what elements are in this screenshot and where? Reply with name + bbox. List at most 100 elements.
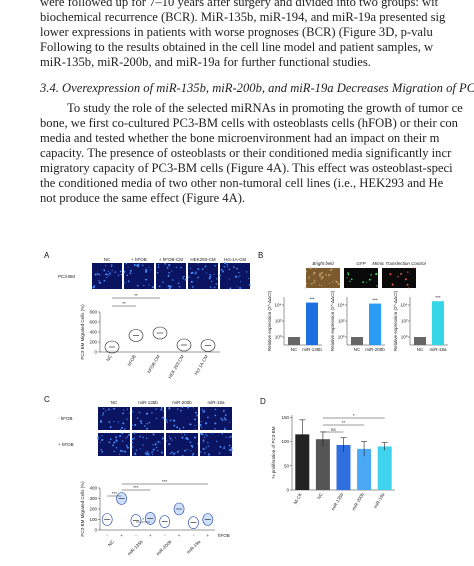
cell <box>99 420 103 423</box>
cell <box>407 271 409 273</box>
cell <box>188 276 190 278</box>
cell <box>228 268 231 271</box>
cell <box>321 284 323 286</box>
x-tick-label: miR-19a <box>373 492 386 510</box>
cell <box>103 269 106 272</box>
cell <box>201 426 203 428</box>
cell <box>131 441 134 444</box>
cell <box>327 274 330 277</box>
cell <box>144 452 147 455</box>
cell <box>119 270 122 273</box>
cell <box>191 454 194 456</box>
violin <box>104 340 120 354</box>
cell <box>184 275 186 277</box>
cell <box>126 274 129 277</box>
cell <box>318 284 321 286</box>
cell <box>194 272 196 274</box>
cell <box>158 285 161 288</box>
cell <box>320 272 323 274</box>
cell <box>146 437 148 439</box>
significance: ** <box>134 293 138 298</box>
cell <box>404 279 406 281</box>
violin <box>101 513 113 526</box>
cell <box>147 412 149 414</box>
cell <box>156 446 158 449</box>
cell <box>114 271 116 273</box>
y-tick-label: 10² <box>401 319 408 324</box>
cell <box>376 285 378 287</box>
cell <box>140 422 143 425</box>
cell <box>113 420 115 423</box>
cell <box>151 412 153 414</box>
cell <box>246 271 248 273</box>
cell <box>147 452 150 455</box>
cell <box>117 421 119 423</box>
cell <box>108 421 111 423</box>
cell <box>136 284 139 287</box>
violin <box>200 339 216 352</box>
cell <box>228 448 231 452</box>
cell <box>202 440 205 442</box>
cell <box>168 407 171 410</box>
cell <box>201 408 204 411</box>
micrograph <box>124 263 154 289</box>
cell <box>110 265 113 268</box>
cell <box>107 270 110 273</box>
cell <box>126 444 128 447</box>
cell <box>201 433 204 436</box>
cell <box>370 274 372 276</box>
cell <box>335 280 338 283</box>
cell <box>218 452 221 454</box>
text-line: miR-135b, miR-200b, and miR-19a for furt… <box>40 55 371 69</box>
cell <box>166 421 169 423</box>
cell <box>109 426 112 429</box>
cell <box>214 422 217 425</box>
significance: ** <box>342 420 346 425</box>
cell <box>117 274 120 276</box>
x-tick-label: miR-135b <box>302 347 322 352</box>
cell <box>129 272 132 275</box>
cell <box>120 429 122 431</box>
cell <box>222 270 224 273</box>
cell <box>347 272 349 274</box>
cell <box>173 424 176 427</box>
cell <box>305 270 308 273</box>
cell <box>305 282 308 285</box>
cell <box>99 281 102 284</box>
cell <box>148 266 150 268</box>
y-axis-label: Relative expression (2^-ΔΔCt) <box>393 290 398 351</box>
cell <box>129 269 132 272</box>
factor-sign: - <box>164 533 166 538</box>
cell <box>147 455 149 457</box>
cell <box>177 282 180 285</box>
cell <box>131 424 134 426</box>
cell <box>308 276 310 278</box>
micrograph <box>98 407 130 430</box>
y-tick-label: 400 <box>89 330 97 335</box>
cell <box>350 278 353 281</box>
micrograph <box>188 263 218 289</box>
micrograph <box>132 407 164 430</box>
cell <box>167 285 170 288</box>
significance: *** <box>309 297 315 302</box>
cell <box>121 426 123 429</box>
cell <box>124 428 126 430</box>
cell <box>141 264 144 266</box>
cell <box>224 427 226 429</box>
significance: ** <box>122 301 126 306</box>
y-axis-label: PC3-BM Migrated Cells (%) <box>80 481 85 537</box>
cell <box>223 428 226 431</box>
factor-sign: + <box>149 533 152 538</box>
cell <box>154 443 157 446</box>
panel-label: C <box>44 395 50 404</box>
column-label: Hct-1A-CM <box>224 257 247 262</box>
factor-sign: - <box>193 533 195 538</box>
column-label: Bright field <box>312 261 334 266</box>
cell <box>194 418 197 421</box>
cell <box>228 444 231 447</box>
cell <box>93 286 96 288</box>
cell <box>176 426 179 429</box>
cell <box>368 278 371 281</box>
cell <box>160 406 163 409</box>
panel-label: D <box>260 397 266 406</box>
